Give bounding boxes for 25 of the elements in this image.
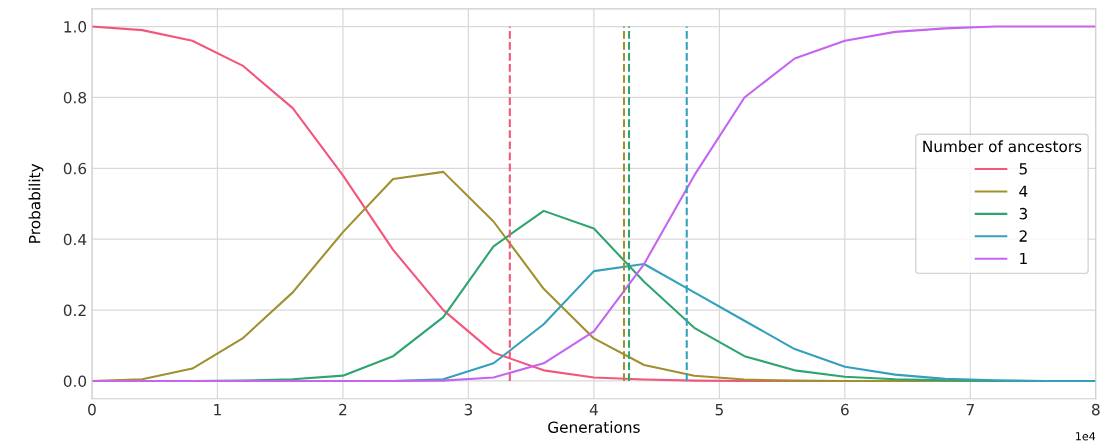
y-axis-title: Probability — [28, 163, 44, 243]
x-tick-label: 3 — [464, 403, 473, 416]
x-tick-label: 1 — [214, 404, 221, 416]
legend-label: 2 — [1019, 230, 1027, 242]
x-tick-label: 0 — [88, 403, 96, 416]
y-tick-label: 0.0 — [63, 375, 87, 387]
line-series — [91, 25, 1096, 383]
y-tick-label: 0.4 — [63, 233, 87, 246]
x-tick-label: 7 — [966, 404, 974, 416]
legend-label: 5 — [1019, 163, 1027, 175]
legend-label: 4 — [1019, 185, 1028, 197]
legend-title: Number of ancestors — [923, 140, 1082, 153]
x-tick-label: 2 — [339, 403, 347, 416]
y-tick-label: 0.2 — [63, 304, 86, 317]
text: 1e4 — [1076, 432, 1096, 441]
y-tick-label: 0.6 — [63, 162, 87, 175]
x-tick-label: 5 — [715, 404, 723, 416]
y-tick-label: 1.0 — [64, 21, 87, 33]
x-tick-label: 6 — [841, 403, 849, 416]
x-tick-label: 8 — [1091, 403, 1100, 416]
x-tick-label: 4 — [589, 404, 598, 416]
x-axis-title: Generations — [548, 421, 640, 433]
y-tick-label: 0.8 — [63, 91, 87, 104]
legend-label: 1 — [1020, 252, 1027, 265]
legend-label: 3 — [1019, 207, 1027, 220]
